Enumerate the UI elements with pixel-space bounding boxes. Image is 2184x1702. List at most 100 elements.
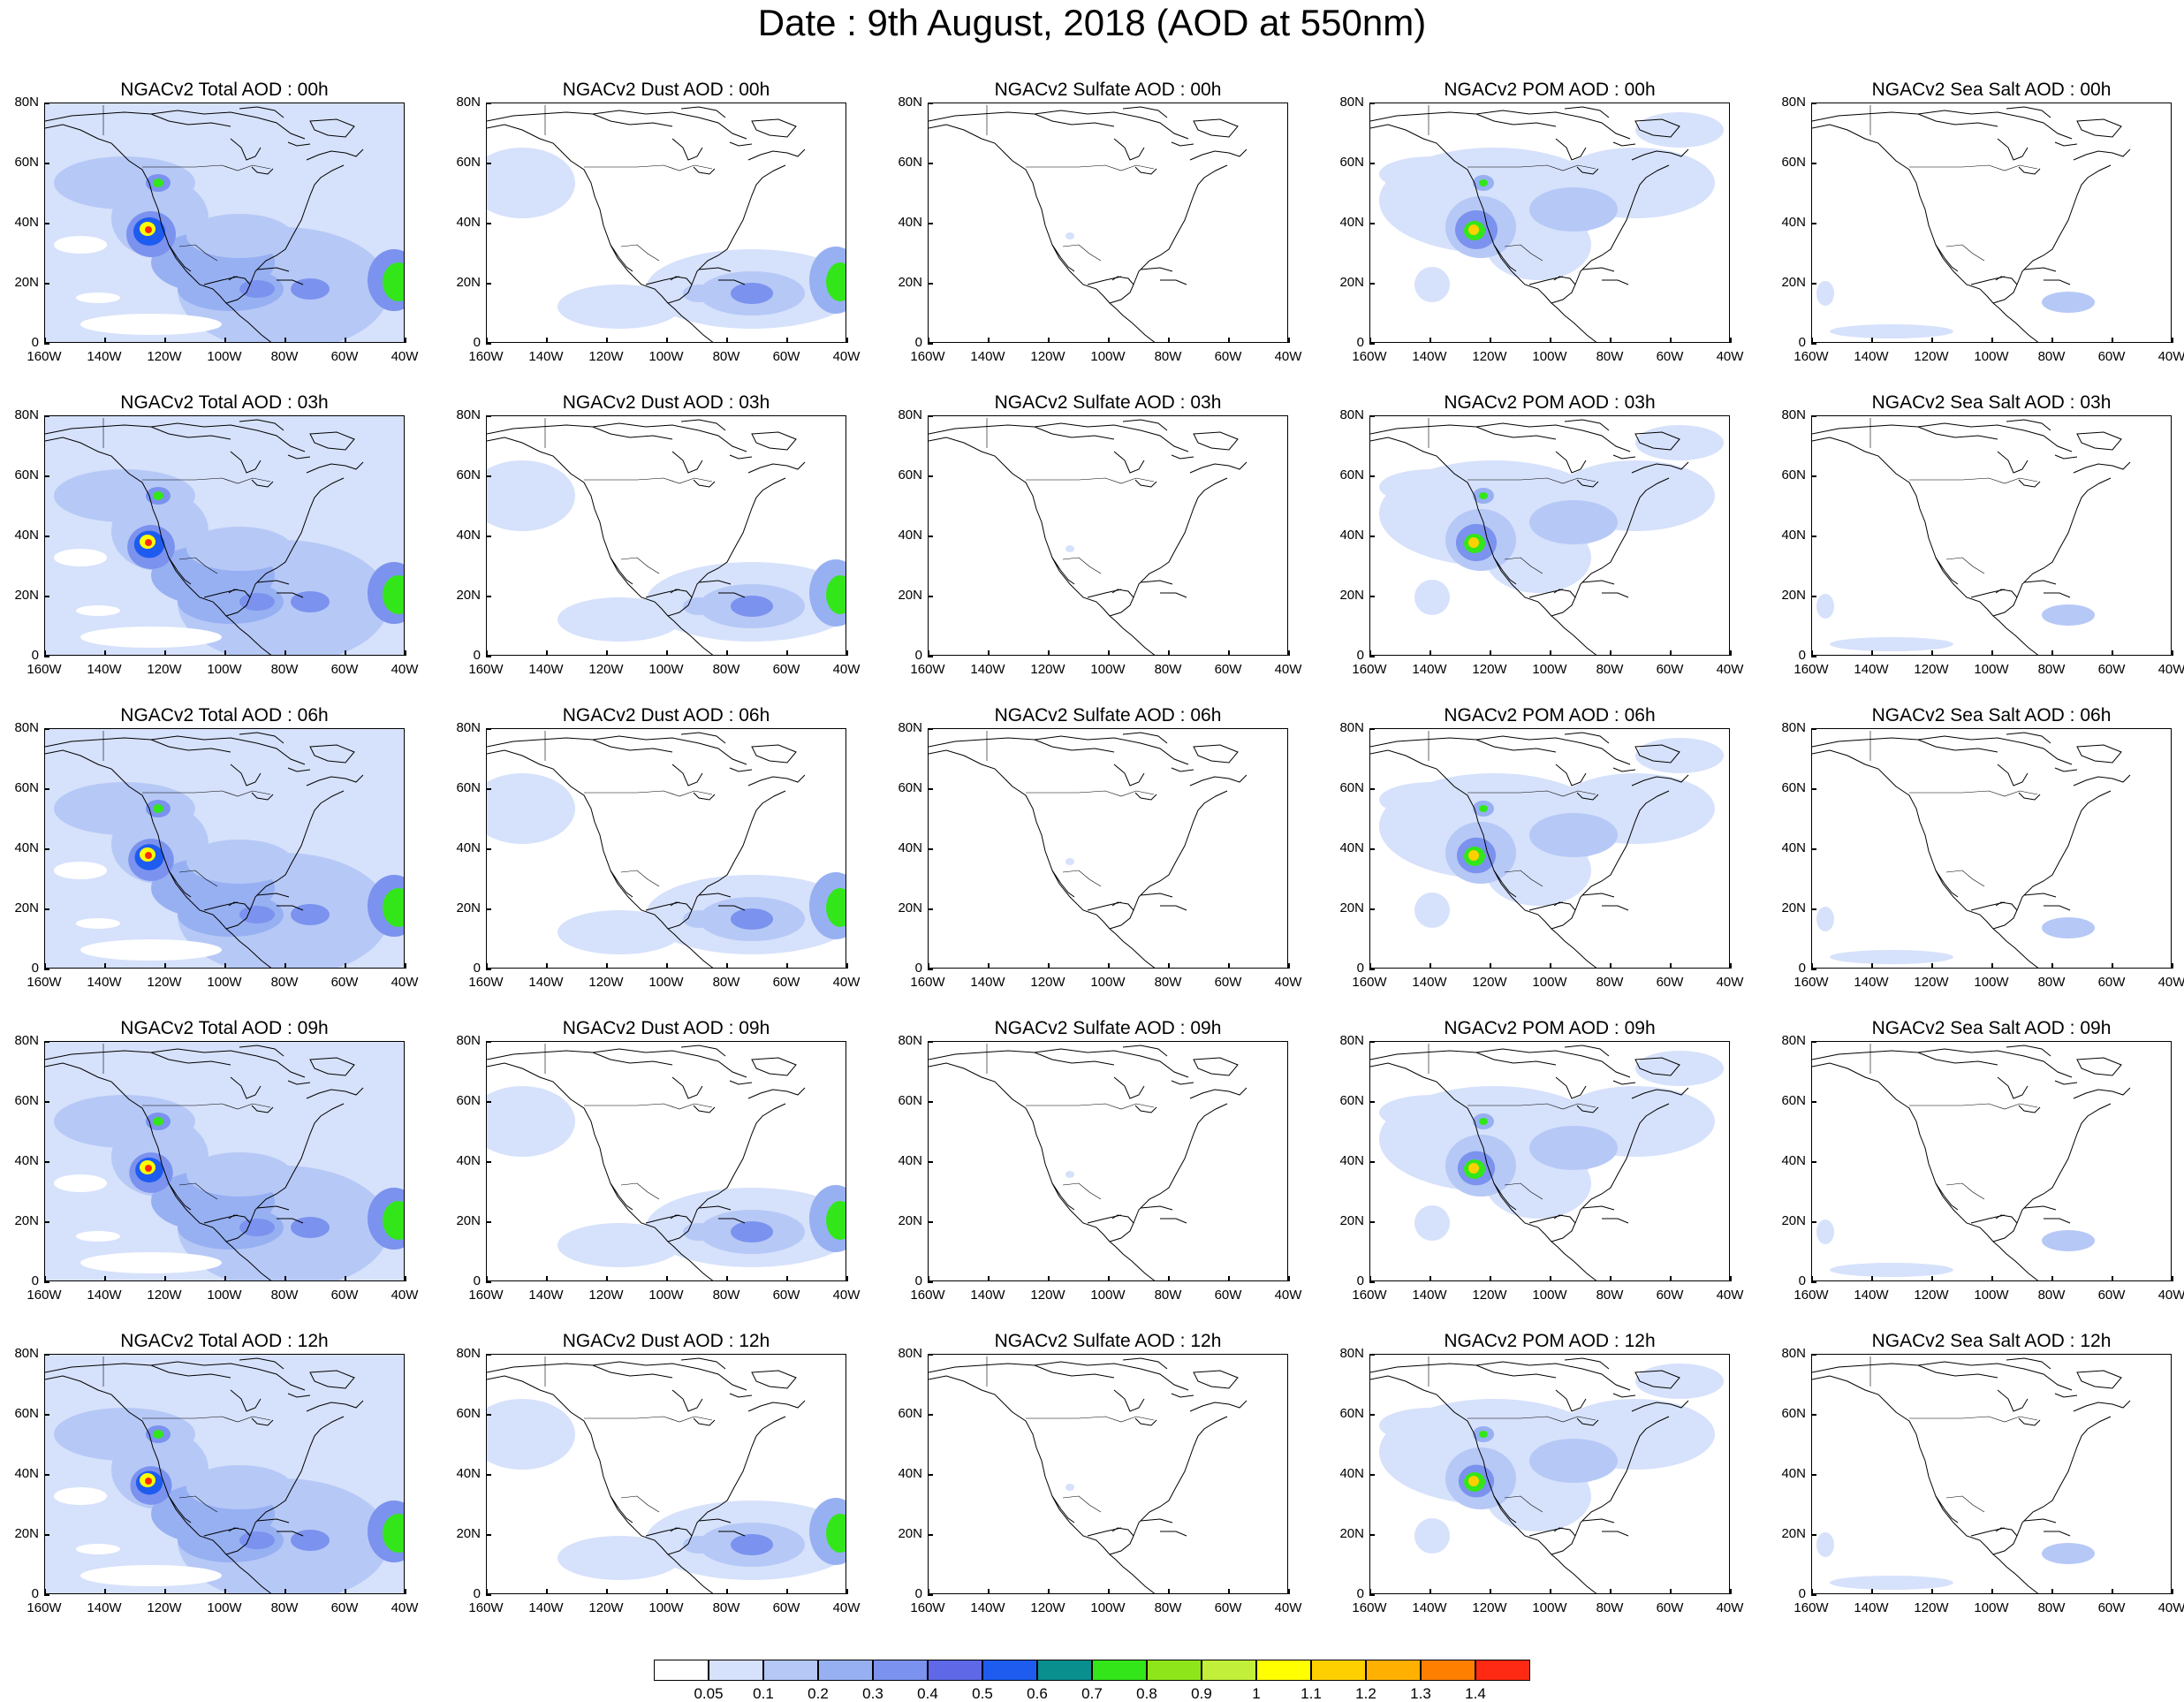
map-canvas [1370, 1042, 1729, 1280]
x-tick-label: 120W [588, 1600, 624, 1615]
coastline [592, 426, 673, 440]
coastline [230, 764, 262, 786]
panel-title: NGACv2 Sea Salt AOD : 12h [1871, 1331, 2112, 1351]
y-tick [486, 1474, 491, 1476]
coastline [1193, 744, 1239, 764]
coastline [1602, 592, 1629, 598]
y-tick [1369, 415, 1375, 417]
y-tick [486, 1534, 491, 1536]
country-border [620, 557, 660, 574]
map-canvas [1812, 103, 2171, 342]
y-tick [44, 475, 49, 477]
coastline [1555, 138, 1587, 161]
coastline [168, 244, 192, 272]
map-plot [1811, 1354, 2172, 1594]
coastline [929, 1375, 1156, 1593]
coastline [45, 124, 272, 342]
map-panel-dust-09h: NGACv2 Dust AOD : 09h 80N 60N 40N 20N 0 160W 14… [442, 1018, 882, 1331]
coastline [929, 1062, 1156, 1280]
map-plot [1811, 415, 2172, 656]
x-tick [1610, 1589, 1611, 1594]
x-tick [2172, 1276, 2173, 1281]
coastline [251, 166, 274, 175]
coastline [249, 1416, 345, 1537]
coastline [698, 893, 732, 898]
colorbar-label: 1.1 [1301, 1685, 1322, 1702]
coastline [45, 735, 306, 765]
x-tick [1168, 1276, 1170, 1281]
colorbar-swatch [1366, 1660, 1421, 1681]
panel-title: NGACv2 Dust AOD : 12h [562, 1331, 770, 1351]
x-tick [786, 338, 788, 343]
aod-field [239, 906, 275, 923]
x-tick-label: 120W [147, 662, 182, 677]
x-tick-label: 100W [1090, 975, 1126, 990]
y-tick-label: 20N [898, 275, 922, 290]
y-tick [928, 788, 933, 790]
coastline [1935, 244, 1959, 272]
coastline [747, 774, 806, 786]
x-tick-label: 40W [391, 1600, 419, 1615]
map-plot [1369, 1354, 1730, 1594]
x-tick-label: 60W [2097, 662, 2126, 677]
x-tick [1429, 1589, 1431, 1594]
colorbar-label: 0.05 [694, 1685, 724, 1702]
country-border [620, 244, 660, 262]
x-tick [345, 1276, 346, 1281]
coastline [1634, 1370, 1680, 1389]
aod-field [239, 1531, 275, 1549]
aod-clear-area [54, 236, 107, 254]
aod-field [683, 1536, 715, 1554]
x-tick-label: 160W [1352, 1288, 1387, 1303]
x-tick [1610, 338, 1611, 343]
x-tick [2112, 1589, 2113, 1594]
country-border [1062, 1182, 1102, 1200]
x-tick [1048, 963, 1050, 969]
map-panel-total-06h: NGACv2 Total AOD : 06h 80N 60N 40N 20N 0 160W 1… [0, 705, 440, 1018]
coastline [1631, 774, 1689, 786]
coastline [230, 1076, 262, 1099]
aod-clear-area [80, 1252, 222, 1273]
panel-title: NGACv2 POM AOD : 03h [1444, 392, 1656, 413]
coastline [309, 431, 355, 451]
x-tick [1730, 963, 1732, 969]
aod-field [731, 1534, 773, 1555]
x-tick [606, 650, 608, 656]
coastline [718, 1218, 746, 1224]
x-tick [1108, 338, 1110, 343]
coastline [1528, 276, 1564, 285]
aod-field [1830, 950, 1953, 964]
x-tick [486, 1276, 488, 1281]
aod-background [1812, 416, 2171, 655]
y-tick [486, 1354, 491, 1356]
coastline [698, 1518, 732, 1523]
coastline [1581, 1518, 1615, 1523]
aod-clear-area [80, 314, 222, 335]
aod-field [1379, 782, 1485, 817]
coastline [729, 767, 753, 772]
map-canvas [45, 1042, 404, 1280]
aod-field [1635, 1364, 1724, 1399]
x-tick [1871, 963, 1873, 969]
y-tick-label: 40N [1781, 1466, 1806, 1481]
x-tick [1550, 1589, 1551, 1594]
coastline [1812, 735, 2073, 765]
coastline [592, 739, 673, 753]
map-canvas [45, 103, 404, 342]
coastline [287, 1393, 311, 1398]
y-tick-label: 40N [1781, 840, 1806, 855]
panel-title: NGACv2 Sulfate AOD : 00h [994, 80, 1222, 100]
coastline [1812, 1375, 2039, 1593]
aod-field [557, 597, 681, 642]
x-tick-label: 80W [712, 349, 740, 364]
coastline [691, 164, 786, 285]
x-tick [546, 338, 548, 343]
x-tick-label: 120W [1030, 349, 1065, 364]
y-tick-label: 80N [1339, 95, 1364, 110]
y-tick-label: 20N [14, 588, 39, 603]
x-tick [666, 1276, 668, 1281]
x-tick-label: 140W [528, 662, 564, 677]
aod-field [1635, 425, 1724, 460]
x-tick [1610, 650, 1611, 656]
aod-field [54, 469, 195, 522]
